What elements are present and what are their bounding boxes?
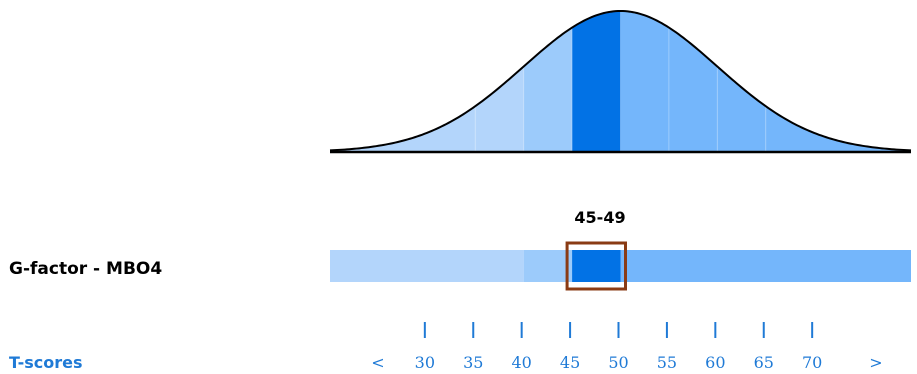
tick-label-70: 70 [802,353,822,372]
tick-label-lower: < [371,353,384,372]
tick-label-upper: > [869,353,882,372]
tick-label-45: 45 [560,353,580,372]
x-axis-label: T-scores [9,353,82,372]
curve-band-50-55 [620,11,669,152]
bar-segment-45-50 [572,250,621,282]
bar-segment-50-80 [620,250,911,282]
curve-band-20-35 [330,106,476,152]
tick-label-55: 55 [657,353,677,372]
x-axis-ticks: 30 35 40 45 50 55 60 65 70 < > [371,322,883,372]
curve-band-45-50 [572,11,621,152]
bar-segment-20-40 [330,250,524,282]
curve-outline [329,9,912,152]
curve-band-40-45 [523,27,573,152]
curve-band-55-60 [668,27,718,152]
score-bar [330,241,911,291]
bar-segment-40-45 [523,250,573,282]
tick-label-30: 30 [415,353,435,372]
score-highlight-box [565,241,627,291]
tick-label-60: 60 [705,353,725,372]
curve-band-35-40 [475,66,524,152]
distribution-curve [329,9,912,154]
tick-label-65: 65 [754,353,774,372]
tick-label-35: 35 [463,353,483,372]
tick-label-50: 50 [608,353,628,372]
row-label: G-factor - MBO4 [9,259,162,279]
tick-label-40: 40 [511,353,531,372]
curve-band-60-65 [717,66,766,152]
score-range-label: 45-49 [574,208,625,227]
curve-band-65-80 [765,106,911,152]
